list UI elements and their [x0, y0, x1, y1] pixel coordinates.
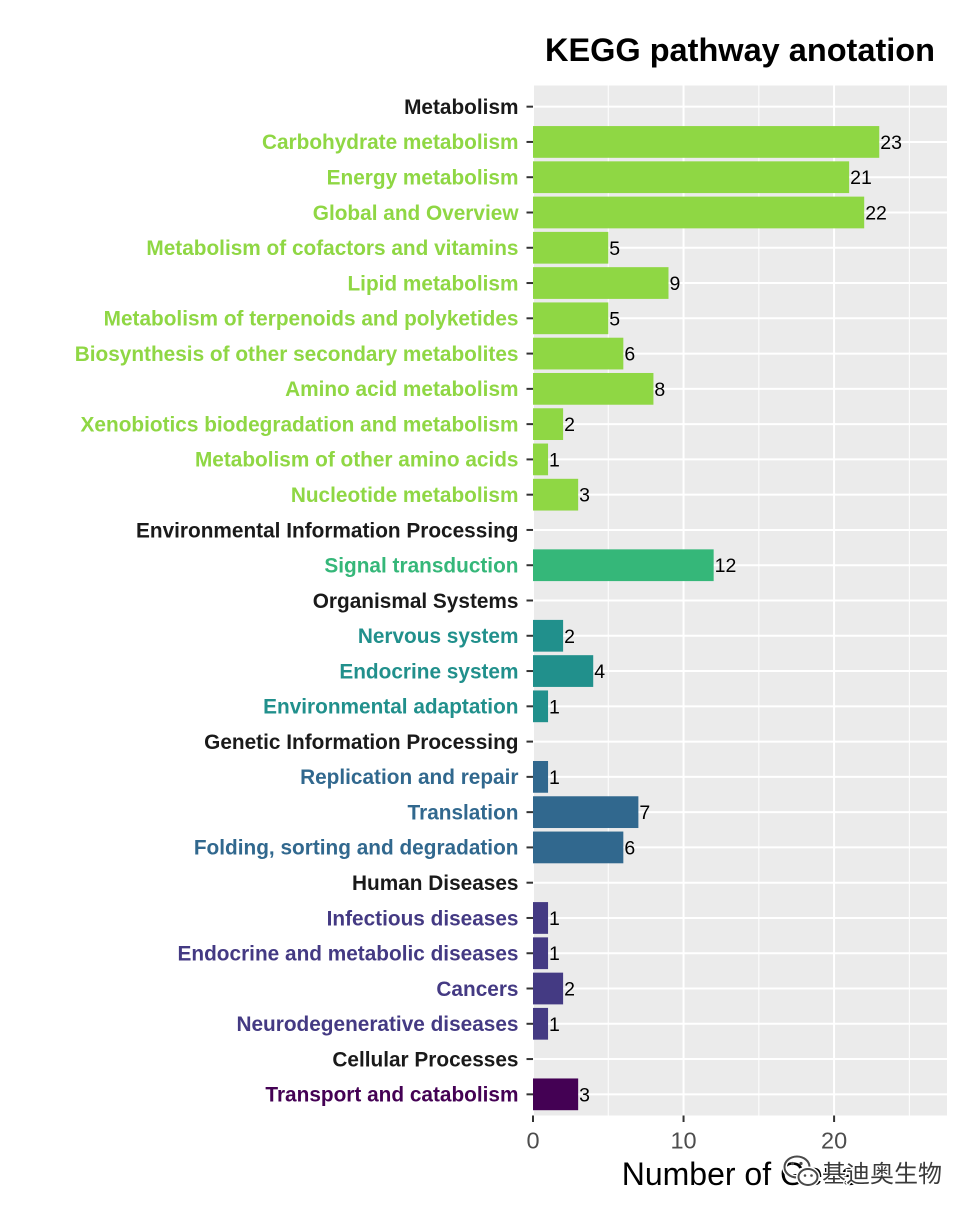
- y-group-header-genetic-information-processing: Genetic Information Processing: [204, 731, 518, 754]
- bar-carbohydrate-metabolism: [533, 126, 880, 158]
- y-tick-label-carbohydrate-metabolism: Carbohydrate metabolism: [262, 131, 519, 154]
- bar-value-label-environmental-adaptation: 1: [549, 696, 560, 718]
- y-group-header-environmental-information-processing: Environmental Information Processing: [136, 519, 519, 542]
- bars: [533, 126, 880, 1111]
- y-tick-label-amino-acid-metabolism: Amino acid metabolism: [285, 378, 518, 401]
- x-axis: 0 10 20: [526, 1115, 847, 1154]
- watermark: 基迪奥生物: [782, 1154, 944, 1190]
- bar-signal-transduction: [533, 549, 714, 582]
- y-axis: Metabolism Carbohydrate metabolism Energy …: [75, 96, 533, 1107]
- bar-infectious-diseases: [533, 902, 549, 934]
- bar-cancers: [533, 972, 564, 1005]
- bar-value-label-nervous-system: 2: [564, 626, 575, 648]
- y-group-header-cellular-processes: Cellular Processes: [332, 1048, 518, 1071]
- bar-value-label-translation: 7: [639, 802, 650, 824]
- wechat-icon: [782, 1154, 820, 1188]
- y-tick-label-metabolism-of-cofactors-and-vitamins: Metabolism of cofactors and vitamins: [146, 237, 518, 260]
- bar-global-and-overview: [533, 196, 865, 229]
- y-tick-label-translation: Translation: [408, 801, 519, 824]
- bar-nervous-system: [533, 619, 564, 652]
- y-group-header-human-diseases: Human Diseases: [352, 872, 518, 895]
- bar-endocrine-system: [533, 655, 594, 687]
- bar-folding-sorting-and-degradation: [533, 831, 624, 864]
- bar-value-label-neurodegenerative-diseases: 1: [549, 1014, 560, 1036]
- bar-transport-and-catabolism: [533, 1078, 579, 1111]
- y-tick-label-xenobiotics-biodegradation-and-metabolism: Xenobiotics biodegradation and metabolis…: [81, 413, 519, 436]
- bar-value-label-xenobiotics-biodegradation-and-metabolism: 2: [564, 414, 575, 436]
- bar-value-label-metabolism-of-other-amino-acids: 1: [549, 449, 560, 471]
- y-tick-label-lipid-metabolism: Lipid metabolism: [347, 272, 518, 295]
- y-tick-label-nervous-system: Nervous system: [358, 625, 519, 648]
- bar-endocrine-and-metabolic-diseases: [533, 937, 549, 970]
- chart-title: KEGG pathway anotation: [545, 32, 935, 68]
- y-tick-label-biosynthesis-of-other-secondary-metabolites: Biosynthesis of other secondary metaboli…: [75, 343, 519, 366]
- bar-value-label-transport-and-catabolism: 3: [579, 1084, 590, 1106]
- x-tick-label: 10: [670, 1128, 696, 1154]
- bar-value-label-amino-acid-metabolism: 8: [654, 379, 665, 401]
- bar-value-label-carbohydrate-metabolism: 23: [880, 132, 902, 154]
- y-tick-label-metabolism-of-terpenoids-and-polyketides: Metabolism of terpenoids and polyketides: [104, 308, 519, 331]
- y-tick-label-endocrine-and-metabolic-diseases: Endocrine and metabolic diseases: [178, 943, 519, 966]
- bar-value-label-cancers: 2: [564, 979, 575, 1001]
- bar-value-label-nucleotide-metabolism: 3: [579, 485, 590, 507]
- bar-value-label-folding-sorting-and-degradation: 6: [624, 837, 635, 859]
- wechat-icon-eye: [790, 1161, 795, 1166]
- bar-value-label-global-and-overview: 22: [865, 202, 887, 224]
- bar-metabolism-of-other-amino-acids: [533, 443, 549, 476]
- bar-energy-metabolism: [533, 161, 850, 194]
- y-tick-label-energy-metabolism: Energy metabolism: [327, 167, 519, 190]
- bar-amino-acid-metabolism: [533, 372, 654, 405]
- y-tick-label-infectious-diseases: Infectious diseases: [327, 907, 519, 930]
- bar-value-label-metabolism-of-cofactors-and-vitamins: 5: [609, 238, 620, 260]
- bar-lipid-metabolism: [533, 267, 669, 299]
- bar-value-label-endocrine-system: 4: [594, 661, 605, 683]
- wechat-icon-small-bubble: [797, 1168, 819, 1186]
- watermark-text: 基迪奥生物: [822, 1160, 942, 1188]
- y-group-header-organismal-systems: Organismal Systems: [313, 590, 519, 613]
- bar-value-label-biosynthesis-of-other-secondary-metabolites: 6: [624, 344, 635, 366]
- y-tick-label-replication-and-repair: Replication and repair: [300, 766, 518, 789]
- y-group-header-metabolism: Metabolism: [404, 96, 518, 119]
- bar-value-label-lipid-metabolism: 9: [669, 273, 680, 295]
- y-tick-label-neurodegenerative-diseases: Neurodegenerative diseases: [236, 1013, 518, 1036]
- bar-value-label-metabolism-of-terpenoids-and-polyketides: 5: [609, 308, 620, 330]
- x-tick-label: 20: [821, 1128, 847, 1154]
- y-tick-label-metabolism-of-other-amino-acids: Metabolism of other amino acids: [195, 449, 519, 472]
- y-tick-label-nucleotide-metabolism: Nucleotide metabolism: [291, 484, 519, 507]
- bar-value-label-replication-and-repair: 1: [549, 767, 560, 789]
- bar-value-label-endocrine-and-metabolic-diseases: 1: [549, 943, 560, 965]
- y-tick-label-global-and-overview: Global and Overview: [313, 202, 520, 225]
- wechat-icon-eye: [803, 1174, 807, 1177]
- bar-value-label-infectious-diseases: 1: [549, 908, 560, 930]
- wechat-icon-eye: [810, 1174, 813, 1177]
- y-tick-label-transport-and-catabolism: Transport and catabolism: [265, 1084, 518, 1107]
- bar-metabolism-of-terpenoids-and-polyketides: [533, 302, 609, 335]
- bar-translation: [533, 796, 639, 829]
- wechat-icon-eye: [799, 1161, 803, 1166]
- bar-xenobiotics-biodegradation-and-metabolism: [533, 408, 564, 441]
- x-tick-label: 0: [526, 1128, 539, 1154]
- bar-metabolism-of-cofactors-and-vitamins: [533, 231, 609, 264]
- y-tick-label-folding-sorting-and-degradation: Folding, sorting and degradation: [194, 837, 519, 860]
- axes: Metabolism Carbohydrate metabolism Energy …: [75, 96, 847, 1154]
- bar-environmental-adaptation: [533, 690, 549, 723]
- bar-value-label-energy-metabolism: 21: [850, 167, 872, 189]
- bar-neurodegenerative-diseases: [533, 1007, 549, 1040]
- bar-value-label-signal-transduction: 12: [715, 555, 737, 577]
- y-tick-label-cancers: Cancers: [436, 978, 518, 1001]
- bar-biosynthesis-of-other-secondary-metabolites: [533, 337, 624, 370]
- y-tick-label-signal-transduction: Signal transduction: [324, 555, 518, 578]
- y-tick-label-environmental-adaptation: Environmental adaptation: [263, 696, 518, 719]
- bar-replication-and-repair: [533, 760, 549, 793]
- bar-nucleotide-metabolism: [533, 478, 579, 511]
- y-tick-label-endocrine-system: Endocrine system: [339, 660, 518, 683]
